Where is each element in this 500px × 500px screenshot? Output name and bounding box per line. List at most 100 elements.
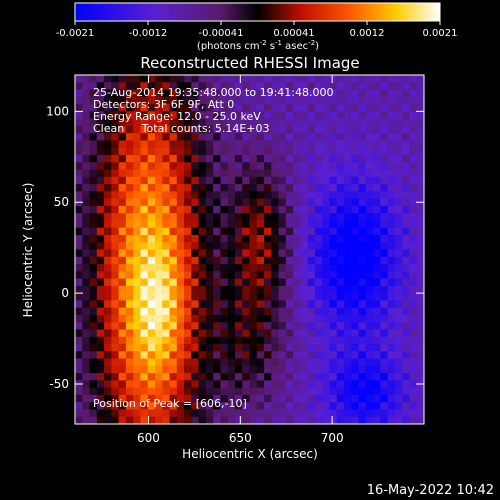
heatmap-cell [358,416,367,424]
heatmap-cell [322,409,330,418]
heatmap-cell [271,365,279,374]
heatmap-cell [314,220,323,229]
heatmap-cell [351,293,359,301]
heatmap-cell [205,184,214,192]
heatmap-cell [373,162,381,170]
heatmap-cell [256,336,265,345]
heatmap-cell [351,162,359,170]
heatmap-cell [285,300,294,309]
heatmap-cell [285,220,294,229]
heatmap-cell [285,344,294,352]
heatmap-cell [176,394,185,403]
heatmap-cell [154,96,163,105]
heatmap-cell [271,220,279,229]
heatmap-cell [118,111,127,120]
heatmap-cell [380,111,389,120]
heatmap-cell [416,118,424,127]
heatmap-cell [104,96,112,105]
heatmap-cell [249,191,258,199]
heatmap-cell [402,402,410,410]
heatmap-cell [416,336,424,345]
heatmap-cell [198,184,207,192]
heatmap-cell [75,176,83,185]
heatmap-cell [125,256,134,265]
heatmap-cell [154,176,163,185]
heatmap-cell [162,213,170,221]
heatmap-cell [285,242,294,250]
heatmap-cell [344,242,352,250]
heatmap-cell [125,351,134,359]
heatmap-cell [365,394,374,403]
heatmap-cell [205,176,214,185]
heatmap-cell [89,118,98,127]
heatmap-cell [176,402,185,410]
heatmap-cell [394,82,403,90]
heatmap-cell [154,205,163,214]
heatmap-cell [285,249,294,258]
heatmap-cell [271,358,279,367]
heatmap-cell [416,154,424,163]
heatmap-cell [358,271,367,279]
heatmap-cell [358,387,367,396]
heatmap-cell [264,184,272,192]
heatmap-cell [169,133,178,141]
heatmap-cell [82,293,90,301]
heatmap-cell [169,314,178,323]
heatmap-cell [220,271,229,279]
heatmap-cell [264,271,272,279]
heatmap-cell [205,380,214,389]
heatmap-cell [402,242,410,250]
heatmap-cell [314,249,323,258]
heatmap-cell [227,256,236,265]
heatmap-cell [125,314,134,323]
heatmap-cell [380,329,389,338]
heatmap-cell [402,118,410,127]
heatmap-cell [205,278,214,287]
heatmap-cell [154,373,163,381]
heatmap-cell [293,271,301,279]
heatmap-cell [387,96,396,105]
heatmap-cell [365,307,374,316]
heatmap-cell [249,125,258,134]
heatmap-cell [104,147,112,156]
heatmap-cell [118,256,127,265]
heatmap-cell [394,75,403,83]
heatmap-cell [205,191,214,199]
heatmap-cell [271,176,279,185]
heatmap-cell [409,227,418,236]
heatmap-cell [373,96,381,105]
heatmap-cell [184,213,192,221]
heatmap-cell [118,82,127,90]
heatmap-cell [307,373,316,381]
heatmap-cell [125,75,134,83]
heatmap-cell [154,278,163,287]
heatmap-cell [351,365,359,374]
heatmap-cell [256,104,265,112]
heatmap-cell [329,198,338,207]
colorbar-tick-label: 0.00041 [273,28,314,39]
heatmap-cell [314,271,323,279]
heatmap-cell [133,111,141,120]
heatmap-cell [169,191,178,199]
heatmap-cell [300,133,309,141]
heatmap-cell [234,394,243,403]
heatmap-cell [89,133,98,141]
heatmap-cell [82,329,90,338]
heatmap-cell [133,162,141,170]
heatmap-cell [133,213,141,221]
heatmap-cell [118,147,127,156]
heatmap-cell [373,169,381,178]
heatmap-cell [285,75,294,83]
heatmap-cell [314,154,323,163]
heatmap-cell [351,271,359,279]
info-line-detectors: Detectors: 3F 6F 9F, Att 0 [93,98,234,111]
heatmap-cell [256,213,265,221]
heatmap-cell [402,147,410,156]
y-tick-label: 50 [54,195,69,209]
heatmap-cell [380,380,389,389]
heatmap-cell [285,322,294,330]
heatmap-cell [402,329,410,338]
heatmap-cell [322,147,330,156]
heatmap-cell [271,387,279,396]
